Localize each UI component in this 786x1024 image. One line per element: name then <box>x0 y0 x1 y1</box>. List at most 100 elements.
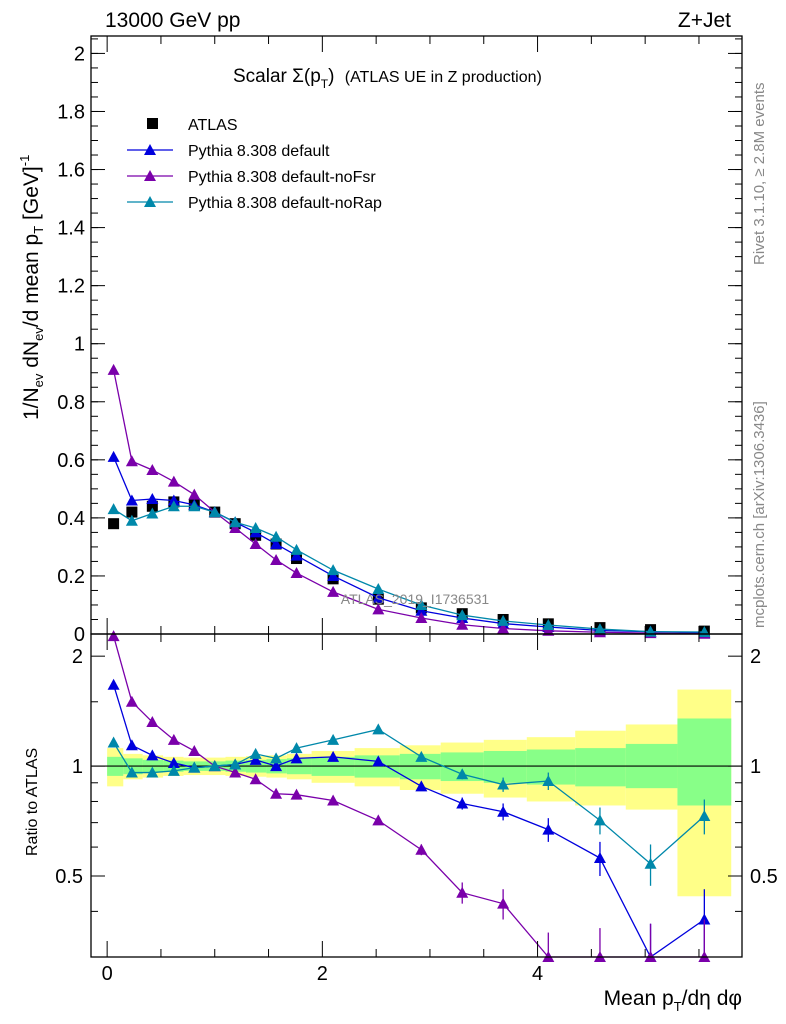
data-point-main-3 <box>415 598 428 610</box>
main-y-tick-label: 0.8 <box>57 392 85 414</box>
legend-marker-default <box>144 144 156 155</box>
legend-label-nofsr: Pythia 8.308 default-noFsr <box>188 169 376 186</box>
data-point-ratio-2 <box>208 760 221 772</box>
data-point-main-3 <box>249 522 262 534</box>
legend-entry-norap: Pythia 8.308 default-noRap <box>127 195 382 212</box>
data-point-main-2 <box>125 455 138 467</box>
data-point-main-2 <box>542 624 555 636</box>
main-y-tick-label: 0.2 <box>57 566 85 588</box>
data-point-ratio-2 <box>290 742 303 754</box>
legend-entry-default: Pythia 8.308 default <box>127 143 330 160</box>
data-point-ratio-2 <box>415 750 428 762</box>
data-point-main-1 <box>290 549 303 561</box>
data-point-main-3 <box>208 506 221 518</box>
data-point-main-2 <box>229 522 242 534</box>
ratio-y-tick-label: 0.5 <box>55 866 83 888</box>
data-point-ratio-1 <box>188 744 201 756</box>
data-point-ratio-2 <box>542 775 555 787</box>
data-point-main-2 <box>290 567 303 579</box>
data-point-ratio-0 <box>167 756 180 768</box>
uncertainty-band-green <box>483 750 527 783</box>
data-point-ratio-0 <box>327 750 340 762</box>
data-point-main-3 <box>290 543 303 555</box>
title-close: ) <box>328 66 334 87</box>
data-point-ratio-0 <box>372 755 385 767</box>
title-rest: (ATLAS UE in Z production) <box>345 69 542 86</box>
data-point-ratio-0 <box>249 753 262 765</box>
series-line-main-3 <box>113 505 705 633</box>
data-point-atlas <box>108 518 120 530</box>
data-point-ratio-0 <box>593 852 606 864</box>
data-point-main-3 <box>456 609 469 621</box>
data-point-ratio-1 <box>125 695 138 707</box>
series-layer <box>107 363 711 962</box>
ratio-y-tick-label-right: 2 <box>750 646 761 668</box>
data-point-ratio-1 <box>372 814 385 826</box>
legend-entry-atlas: ATLAS <box>147 117 238 134</box>
data-point-main-2 <box>188 488 201 500</box>
legend: ATLAS Pythia 8.308 default Pythia 8.308 … <box>127 117 382 212</box>
legend-label-norap: Pythia 8.308 default-noRap <box>188 195 382 212</box>
data-point-ratio-1 <box>146 716 159 728</box>
data-point-ratio-0 <box>270 760 283 772</box>
data-point-main-1 <box>107 450 120 462</box>
data-point-main-3 <box>229 516 242 528</box>
data-point-main-2 <box>415 612 428 624</box>
data-point-main-3 <box>270 530 283 542</box>
x-axis-title: Mean pT/dη dφ <box>604 987 742 1014</box>
data-point-ratio-2 <box>229 758 242 770</box>
process-label: Z+Jet <box>678 9 731 32</box>
data-point-main-2 <box>107 363 120 375</box>
data-point-main-2 <box>270 553 283 565</box>
legend-marker-atlas <box>147 118 158 129</box>
uncertainty-band-green <box>677 718 732 806</box>
ratio-frame <box>90 633 743 958</box>
energy-label: 13000 GeV pp <box>105 9 240 32</box>
data-point-main-1 <box>372 591 385 603</box>
data-point-main-3 <box>188 500 201 512</box>
title-sub: T <box>321 77 329 91</box>
data-point-main-3 <box>542 619 555 631</box>
data-point-ratio-0 <box>125 739 138 751</box>
main-y-tick-label: 1.4 <box>57 218 85 240</box>
data-point-ratio-2 <box>327 733 340 745</box>
main-y-tick-label-zero: 0 <box>74 624 85 646</box>
main-y-tick-label: 1 <box>74 334 85 356</box>
x-tick-label: 2 <box>317 963 328 985</box>
data-point-main-3 <box>497 614 510 626</box>
data-point-atlas <box>146 500 158 512</box>
data-point-main-2 <box>497 622 510 634</box>
data-point-main-1 <box>167 494 180 506</box>
data-point-main-2 <box>327 585 340 597</box>
data-point-ratio-1 <box>270 787 283 799</box>
data-point-ratio-0 <box>146 749 159 761</box>
data-point-ratio-2 <box>249 747 262 759</box>
main-y-tick-label: 0.4 <box>57 508 85 530</box>
data-point-ratio-2 <box>456 768 469 780</box>
data-point-ratio-1 <box>327 794 340 806</box>
data-point-ratio-0 <box>107 678 120 690</box>
main-y-tick-label: 1.2 <box>57 276 85 298</box>
data-point-main-3 <box>146 507 159 519</box>
data-point-ratio-0 <box>542 823 555 835</box>
data-point-main-2 <box>249 538 262 550</box>
data-point-main-1 <box>327 569 340 581</box>
data-point-ratio-2 <box>270 752 283 764</box>
main-y-axis-title: 1/Nev dNev/d mean pT [GeV]-1 <box>17 155 46 420</box>
data-point-ratio-1 <box>497 897 510 909</box>
data-point-main-3 <box>372 583 385 595</box>
data-point-main-2 <box>456 618 469 630</box>
data-point-main-3 <box>125 514 138 526</box>
legend-entry-nofsr: Pythia 8.308 default-noFsr <box>127 169 376 186</box>
data-point-main-1 <box>415 604 428 616</box>
legend-label-atlas: ATLAS <box>188 117 238 134</box>
legend-label-default: Pythia 8.308 default <box>188 143 330 160</box>
data-point-ratio-1 <box>415 843 428 855</box>
data-point-ratio-0 <box>415 780 428 792</box>
ratio-y-tick-label: 1 <box>72 756 83 778</box>
uncertainty-band-green <box>526 749 576 785</box>
plot-frames <box>90 35 743 958</box>
main-y-tick-label: 1.8 <box>57 101 85 123</box>
